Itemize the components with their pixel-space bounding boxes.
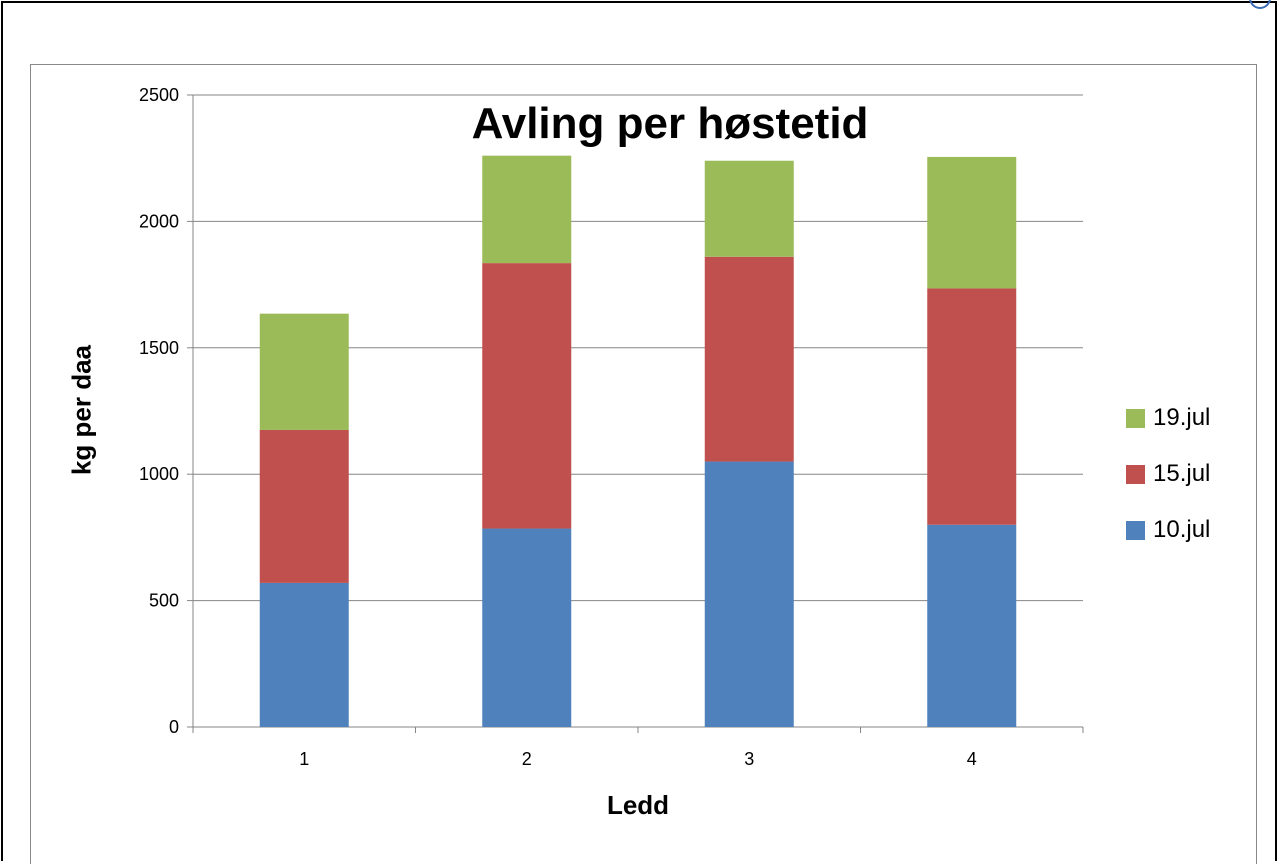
- x-tick-label-4: 4: [967, 749, 977, 769]
- y-tick-label-500: 500: [149, 591, 179, 611]
- y-tick-label-1500: 1500: [139, 338, 179, 358]
- legend-label-19-jul: 19.jul: [1153, 404, 1211, 431]
- bar-3-15-jul: [704, 256, 794, 462]
- legend-label-10-jul: 10.jul: [1153, 516, 1211, 543]
- chart-area: [30, 64, 1257, 864]
- bar-4-10-jul: [927, 524, 1017, 727]
- legend-swatch-19-jul: [1126, 408, 1145, 428]
- y-tick-label-1000: 1000: [139, 464, 179, 484]
- x-tick-label-1: 1: [299, 749, 309, 769]
- x-tick-label-2: 2: [522, 749, 532, 769]
- x-tick-label-3: 3: [744, 749, 754, 769]
- y-axis-label: kg per daa: [66, 344, 97, 476]
- bar-3-10-jul: [704, 461, 794, 727]
- legend-label-15-jul: 15.jul: [1153, 460, 1211, 487]
- y-tick-label-2500: 2500: [139, 85, 179, 105]
- y-tick-label-2000: 2000: [139, 211, 179, 231]
- bar-1-15-jul: [259, 429, 349, 583]
- bar-2-15-jul: [482, 263, 572, 529]
- bar-1-19-jul: [259, 313, 349, 430]
- legend-item-19-jul: 19.jul: [1126, 390, 1210, 446]
- legend-item-15-jul: 15.jul: [1126, 446, 1210, 502]
- legend-swatch-15-jul: [1126, 464, 1145, 484]
- x-axis-label: Ledd: [606, 790, 670, 820]
- bar-1-10-jul: [259, 582, 349, 727]
- bar-3-19-jul: [704, 160, 794, 257]
- bar-2-10-jul: [482, 528, 572, 727]
- legend: 19.jul 15.jul 10.jul: [1126, 390, 1210, 558]
- y-tick-label-0: 0: [169, 717, 179, 737]
- bar-4-19-jul: [927, 156, 1017, 289]
- legend-item-10-jul: 10.jul: [1126, 502, 1210, 558]
- legend-swatch-10-jul: [1126, 520, 1145, 540]
- bar-2-19-jul: [482, 155, 572, 264]
- bar-4-15-jul: [927, 288, 1017, 525]
- chart-title: Avling per høstetid: [471, 99, 869, 148]
